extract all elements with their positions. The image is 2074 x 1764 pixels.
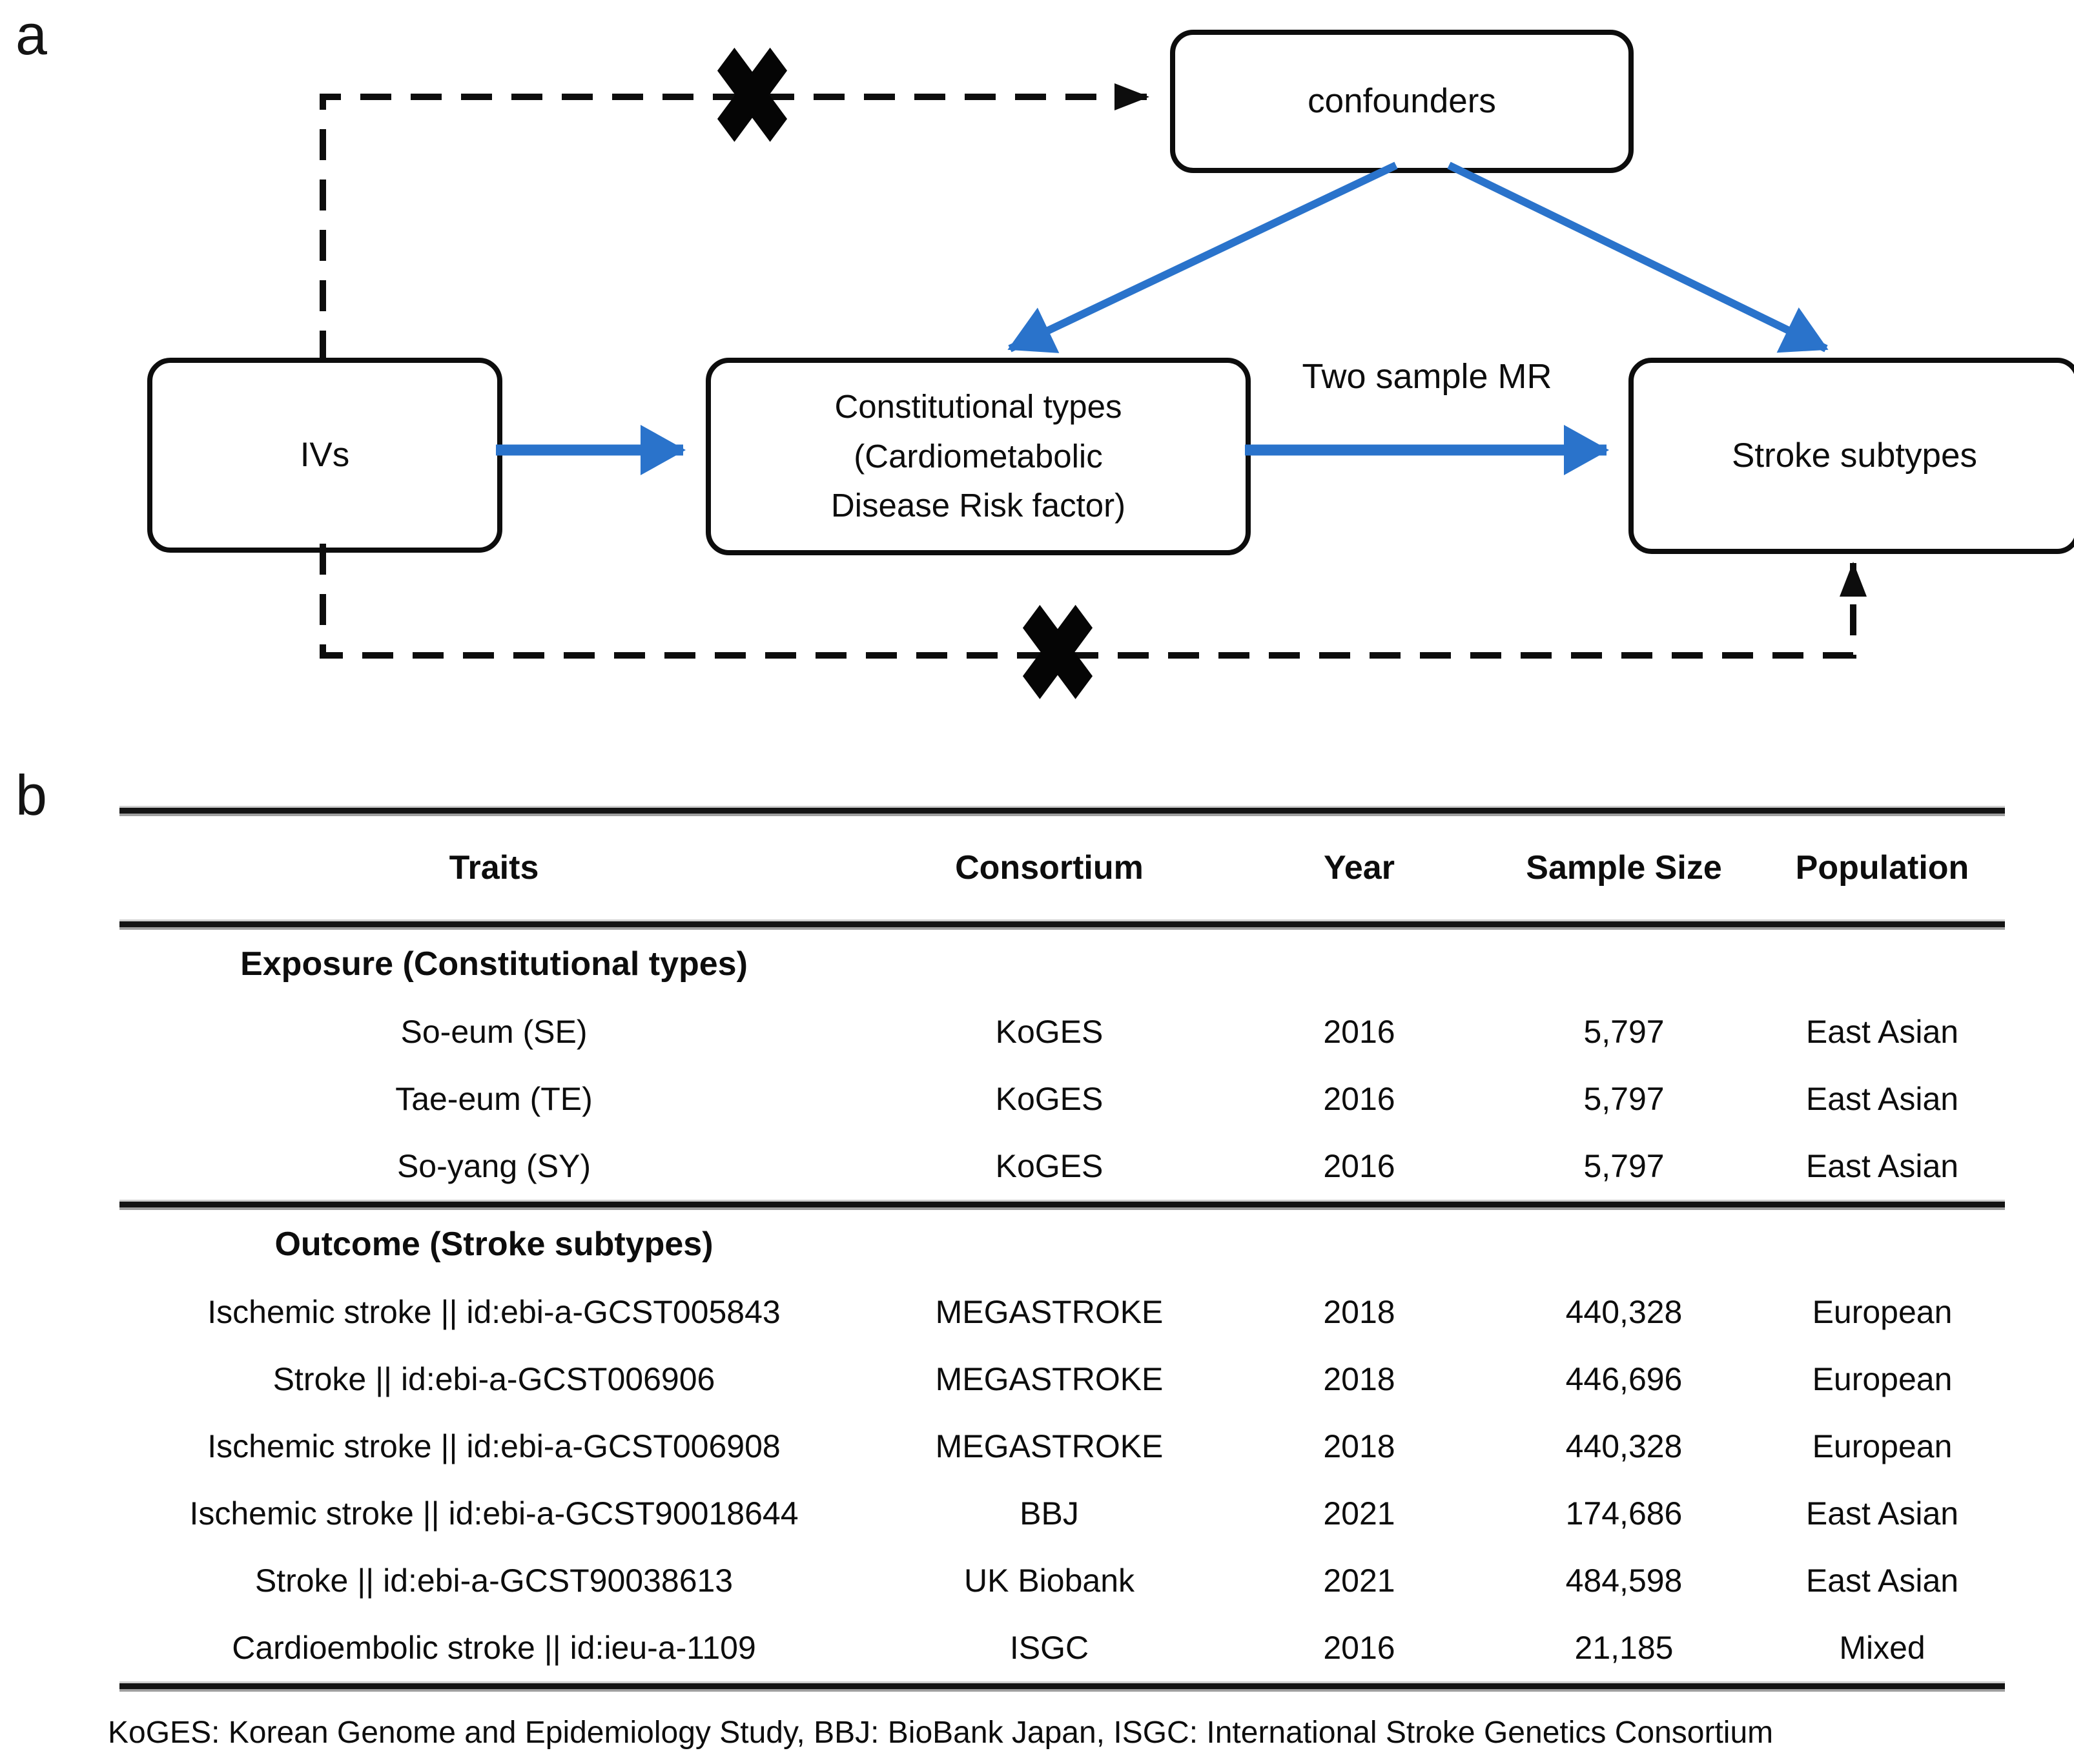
consortium-cell: KoGES [995, 1148, 1104, 1184]
ivs-box: IVs [147, 358, 502, 553]
section-row-outcome: Outcome (Stroke subtypes) [119, 1210, 2005, 1278]
population-cell: European [1812, 1361, 1953, 1397]
population-cell: European [1812, 1428, 1953, 1464]
trait-cell: Cardioembolic stroke || id:ieu-a-1109 [232, 1630, 756, 1666]
trait-cell: Ischemic stroke || id:ebi-a-GCST006908 [207, 1428, 781, 1464]
year-cell: 2016 [1323, 1081, 1395, 1117]
two-sample-mr-label: Two sample MR [1302, 357, 1552, 396]
section-title: Outcome (Stroke subtypes) [274, 1226, 714, 1263]
table-row: Ischemic stroke || id:ebi-a-GCST90018644… [119, 1480, 2005, 1547]
trait-cell: Tae-eum (TE) [395, 1081, 593, 1117]
consortium-cell: ISGC [1009, 1630, 1089, 1666]
consortium-cell: MEGASTROKE [935, 1294, 1164, 1330]
table-footnote: KoGES: Korean Genome and Epidemiology St… [108, 1716, 1774, 1750]
consortium-cell: UK Biobank [963, 1563, 1135, 1599]
trait-cell: Ischemic stroke || id:ebi-a-GCST90018644 [189, 1495, 799, 1532]
table-row: So-yang (SY) KoGES 2016 5,797 East Asian [119, 1133, 2005, 1200]
consortium-cell: MEGASTROKE [935, 1361, 1164, 1397]
cross-icon: ✖ [711, 23, 794, 172]
study-table: Traits Consortium Year Sample Size Popul… [108, 806, 2005, 1750]
header-population: Population [1795, 849, 1969, 887]
population-cell: East Asian [1805, 1495, 1959, 1532]
sample-size-cell: 440,328 [1565, 1294, 1683, 1330]
table-rule-mid [119, 1200, 2005, 1210]
population-cell: East Asian [1805, 1563, 1959, 1599]
sample-size-cell: 5,797 [1583, 1014, 1665, 1050]
header-traits: Traits [449, 849, 539, 887]
table-rule-bottom [119, 1681, 2005, 1692]
year-cell: 2021 [1323, 1563, 1395, 1599]
year-cell: 2018 [1323, 1361, 1395, 1397]
year-cell: 2018 [1323, 1428, 1395, 1464]
trait-cell: So-yang (SY) [396, 1148, 591, 1184]
table-row: Cardioembolic stroke || id:ieu-a-1109 IS… [119, 1614, 2005, 1681]
cross-icon: ✖ [1016, 580, 1099, 729]
population-cell: Mixed [1839, 1630, 1925, 1666]
confounders-box: confounders [1170, 30, 1634, 173]
exposure-box: Constitutional types (Cardiometabolic Di… [706, 358, 1251, 555]
population-cell: East Asian [1805, 1148, 1959, 1184]
table-row: Ischemic stroke || id:ebi-a-GCST005843 M… [119, 1278, 2005, 1346]
table-row: Ischemic stroke || id:ebi-a-GCST006908 M… [119, 1413, 2005, 1480]
table-row: Stroke || id:ebi-a-GCST006906 MEGASTROKE… [119, 1346, 2005, 1413]
year-cell: 2016 [1323, 1014, 1395, 1050]
table-row: Tae-eum (TE) KoGES 2016 5,797 East Asian [119, 1065, 2005, 1133]
population-cell: European [1812, 1294, 1953, 1330]
population-cell: East Asian [1805, 1014, 1959, 1050]
sample-size-cell: 446,696 [1565, 1361, 1683, 1397]
sample-size-cell: 5,797 [1583, 1148, 1665, 1184]
year-cell: 2016 [1323, 1148, 1395, 1184]
exposure-box-line2: (Cardiometabolic [854, 437, 1103, 475]
table-row: So-eum (SE) KoGES 2016 5,797 East Asian [119, 998, 2005, 1065]
trait-cell: Stroke || id:ebi-a-GCST006906 [272, 1361, 715, 1397]
outcome-box: Stroke subtypes [1628, 358, 2074, 554]
panel-a-label: a [15, 3, 47, 67]
arrow-confounders-outcome [1447, 161, 1829, 353]
sample-size-cell: 174,686 [1565, 1495, 1683, 1532]
header-consortium: Consortium [955, 849, 1144, 887]
ivs-box-label: IVs [300, 436, 350, 475]
year-cell: 2016 [1323, 1630, 1395, 1666]
consortium-cell: MEGASTROKE [935, 1428, 1164, 1464]
exposure-box-line1: Constitutional types [834, 388, 1122, 426]
sample-size-cell: 484,598 [1565, 1563, 1683, 1599]
table-row: Stroke || id:ebi-a-GCST90038613 UK Bioba… [119, 1547, 2005, 1614]
consortium-cell: KoGES [995, 1014, 1104, 1050]
exposure-box-line3: Disease Risk factor) [830, 487, 1126, 524]
population-cell: East Asian [1805, 1081, 1959, 1117]
arrow-confounders-exposure [1007, 161, 1398, 353]
section-title: Exposure (Constitutional types) [240, 945, 748, 983]
consortium-cell: BBJ [1020, 1495, 1079, 1532]
sample-size-cell: 5,797 [1583, 1081, 1665, 1117]
outcome-box-label: Stroke subtypes [1731, 436, 1978, 475]
trait-cell: So-eum (SE) [400, 1014, 588, 1050]
trait-cell: Stroke || id:ebi-a-GCST90038613 [254, 1563, 734, 1599]
year-cell: 2021 [1323, 1495, 1395, 1532]
consortium-cell: KoGES [995, 1081, 1104, 1117]
panel-b-label: b [15, 763, 47, 827]
header-year: Year [1324, 849, 1395, 887]
header-sample-size: Sample Size [1526, 849, 1722, 887]
table-rule-top [119, 806, 2005, 816]
trait-cell: Ischemic stroke || id:ebi-a-GCST005843 [207, 1294, 781, 1330]
confounders-box-label: confounders [1308, 82, 1496, 121]
table-header-row: Traits Consortium Year Sample Size Popul… [119, 816, 2005, 919]
sample-size-cell: 21,185 [1574, 1630, 1674, 1666]
year-cell: 2018 [1323, 1294, 1395, 1330]
table-rule-header [119, 919, 2005, 930]
sample-size-cell: 440,328 [1565, 1428, 1683, 1464]
section-row-exposure: Exposure (Constitutional types) [119, 930, 2005, 998]
